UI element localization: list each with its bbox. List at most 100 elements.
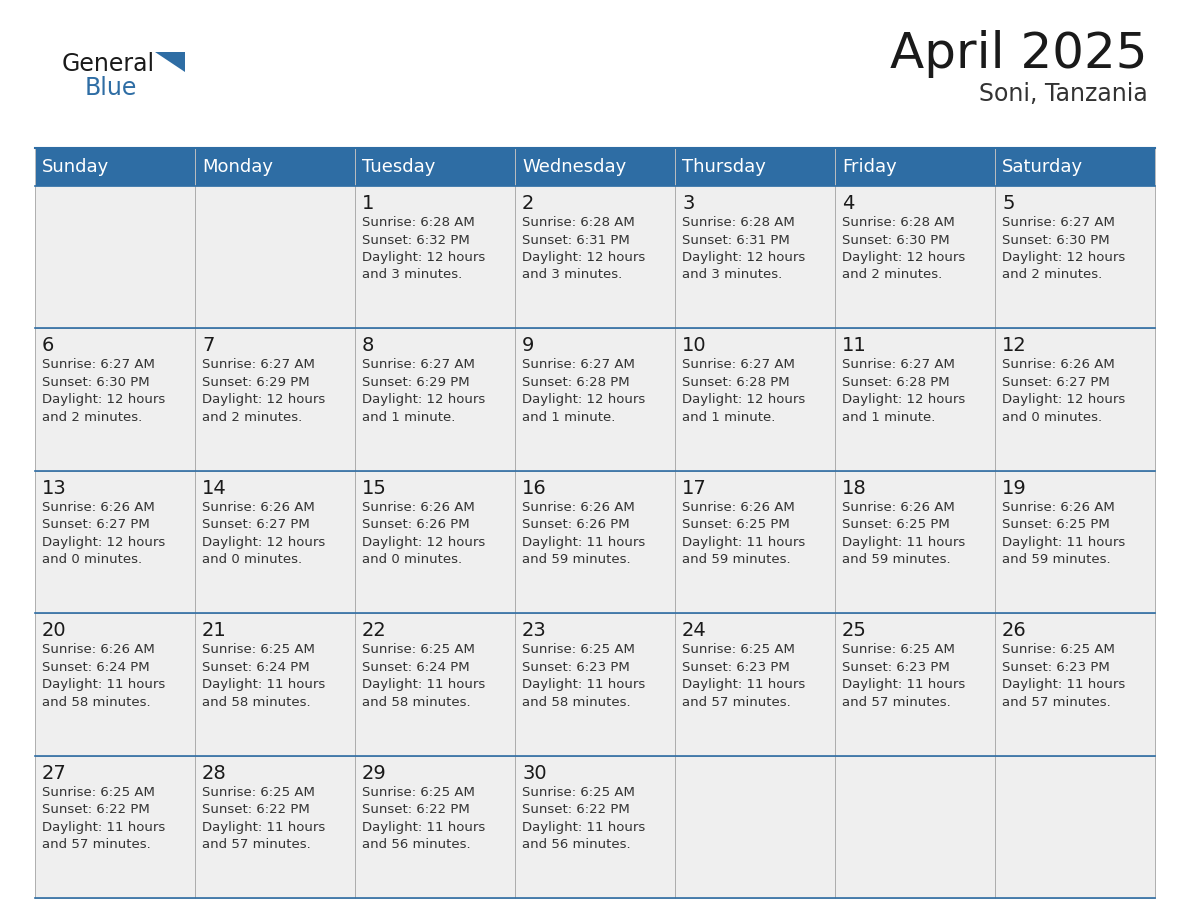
Text: 16: 16	[522, 479, 546, 498]
Bar	[195, 148, 355, 186]
Text: Sunrise: 6:25 AM
Sunset: 6:22 PM
Daylight: 11 hours
and 56 minutes.: Sunrise: 6:25 AM Sunset: 6:22 PM Dayligh…	[522, 786, 645, 851]
Bar	[195, 329, 355, 471]
Bar	[355, 186, 516, 329]
Text: Sunrise: 6:25 AM
Sunset: 6:22 PM
Daylight: 11 hours
and 57 minutes.: Sunrise: 6:25 AM Sunset: 6:22 PM Dayligh…	[42, 786, 165, 851]
Text: 29: 29	[362, 764, 387, 783]
Text: 11: 11	[842, 336, 867, 355]
Text: Sunrise: 6:25 AM
Sunset: 6:23 PM
Daylight: 11 hours
and 58 minutes.: Sunrise: 6:25 AM Sunset: 6:23 PM Dayligh…	[522, 644, 645, 709]
Text: Sunrise: 6:26 AM
Sunset: 6:24 PM
Daylight: 11 hours
and 58 minutes.: Sunrise: 6:26 AM Sunset: 6:24 PM Dayligh…	[42, 644, 165, 709]
Text: 8: 8	[362, 336, 374, 355]
Text: Saturday: Saturday	[1001, 158, 1083, 176]
Text: Sunrise: 6:28 AM
Sunset: 6:30 PM
Daylight: 12 hours
and 2 minutes.: Sunrise: 6:28 AM Sunset: 6:30 PM Dayligh…	[842, 216, 965, 282]
Polygon shape	[154, 52, 185, 72]
Bar	[34, 148, 195, 186]
Bar	[675, 329, 835, 471]
Text: 9: 9	[522, 336, 535, 355]
Text: Sunrise: 6:26 AM
Sunset: 6:27 PM
Daylight: 12 hours
and 0 minutes.: Sunrise: 6:26 AM Sunset: 6:27 PM Dayligh…	[42, 501, 165, 566]
Text: Sunrise: 6:25 AM
Sunset: 6:23 PM
Daylight: 11 hours
and 57 minutes.: Sunrise: 6:25 AM Sunset: 6:23 PM Dayligh…	[1001, 644, 1125, 709]
Bar	[996, 329, 1155, 471]
Bar	[996, 148, 1155, 186]
Text: Sunrise: 6:26 AM
Sunset: 6:27 PM
Daylight: 12 hours
and 0 minutes.: Sunrise: 6:26 AM Sunset: 6:27 PM Dayligh…	[1001, 358, 1125, 424]
Text: Tuesday: Tuesday	[362, 158, 435, 176]
Bar	[996, 186, 1155, 329]
Bar	[516, 329, 675, 471]
Text: 1: 1	[362, 194, 374, 213]
Bar	[675, 186, 835, 329]
Text: Sunrise: 6:26 AM
Sunset: 6:27 PM
Daylight: 12 hours
and 0 minutes.: Sunrise: 6:26 AM Sunset: 6:27 PM Dayligh…	[202, 501, 326, 566]
Text: 23: 23	[522, 621, 546, 640]
Text: 22: 22	[362, 621, 387, 640]
Text: General: General	[62, 52, 156, 76]
Text: 3: 3	[682, 194, 694, 213]
Text: 27: 27	[42, 764, 67, 783]
Text: 4: 4	[842, 194, 854, 213]
Bar	[675, 613, 835, 756]
Text: 21: 21	[202, 621, 227, 640]
Text: 10: 10	[682, 336, 707, 355]
Text: 20: 20	[42, 621, 67, 640]
Bar	[355, 148, 516, 186]
Bar	[516, 186, 675, 329]
Bar	[34, 186, 195, 329]
Text: 12: 12	[1001, 336, 1026, 355]
Text: Sunrise: 6:27 AM
Sunset: 6:28 PM
Daylight: 12 hours
and 1 minute.: Sunrise: 6:27 AM Sunset: 6:28 PM Dayligh…	[842, 358, 965, 424]
Bar	[835, 471, 996, 613]
Text: Sunrise: 6:28 AM
Sunset: 6:31 PM
Daylight: 12 hours
and 3 minutes.: Sunrise: 6:28 AM Sunset: 6:31 PM Dayligh…	[682, 216, 805, 282]
Bar	[195, 756, 355, 898]
Bar	[34, 329, 195, 471]
Text: 19: 19	[1001, 479, 1026, 498]
Text: 7: 7	[202, 336, 214, 355]
Text: Sunrise: 6:28 AM
Sunset: 6:32 PM
Daylight: 12 hours
and 3 minutes.: Sunrise: 6:28 AM Sunset: 6:32 PM Dayligh…	[362, 216, 485, 282]
Bar	[195, 186, 355, 329]
Bar	[34, 613, 195, 756]
Bar	[675, 471, 835, 613]
Text: 28: 28	[202, 764, 227, 783]
Text: Sunrise: 6:25 AM
Sunset: 6:24 PM
Daylight: 11 hours
and 58 minutes.: Sunrise: 6:25 AM Sunset: 6:24 PM Dayligh…	[202, 644, 326, 709]
Bar	[835, 756, 996, 898]
Bar	[996, 756, 1155, 898]
Text: 26: 26	[1001, 621, 1026, 640]
Bar	[835, 148, 996, 186]
Text: Sunrise: 6:26 AM
Sunset: 6:25 PM
Daylight: 11 hours
and 59 minutes.: Sunrise: 6:26 AM Sunset: 6:25 PM Dayligh…	[842, 501, 965, 566]
Text: 25: 25	[842, 621, 867, 640]
Text: 2: 2	[522, 194, 535, 213]
Bar	[355, 756, 516, 898]
Bar	[516, 613, 675, 756]
Text: 6: 6	[42, 336, 55, 355]
Bar	[835, 329, 996, 471]
Text: Friday: Friday	[842, 158, 897, 176]
Bar	[675, 756, 835, 898]
Text: Monday: Monday	[202, 158, 273, 176]
Text: 13: 13	[42, 479, 67, 498]
Text: Sunrise: 6:26 AM
Sunset: 6:26 PM
Daylight: 11 hours
and 59 minutes.: Sunrise: 6:26 AM Sunset: 6:26 PM Dayligh…	[522, 501, 645, 566]
Bar	[516, 756, 675, 898]
Bar	[835, 613, 996, 756]
Text: 30: 30	[522, 764, 546, 783]
Text: Sunrise: 6:25 AM
Sunset: 6:22 PM
Daylight: 11 hours
and 57 minutes.: Sunrise: 6:25 AM Sunset: 6:22 PM Dayligh…	[202, 786, 326, 851]
Text: Blue: Blue	[86, 76, 138, 100]
Bar	[34, 756, 195, 898]
Text: 18: 18	[842, 479, 867, 498]
Text: Soni, Tanzania: Soni, Tanzania	[979, 82, 1148, 106]
Text: 14: 14	[202, 479, 227, 498]
Bar	[195, 613, 355, 756]
Text: Sunrise: 6:28 AM
Sunset: 6:31 PM
Daylight: 12 hours
and 3 minutes.: Sunrise: 6:28 AM Sunset: 6:31 PM Dayligh…	[522, 216, 645, 282]
Bar	[835, 186, 996, 329]
Bar	[675, 148, 835, 186]
Text: Sunrise: 6:26 AM
Sunset: 6:26 PM
Daylight: 12 hours
and 0 minutes.: Sunrise: 6:26 AM Sunset: 6:26 PM Dayligh…	[362, 501, 485, 566]
Text: 17: 17	[682, 479, 707, 498]
Bar	[996, 613, 1155, 756]
Text: 15: 15	[362, 479, 387, 498]
Text: Sunrise: 6:27 AM
Sunset: 6:30 PM
Daylight: 12 hours
and 2 minutes.: Sunrise: 6:27 AM Sunset: 6:30 PM Dayligh…	[42, 358, 165, 424]
Bar	[516, 471, 675, 613]
Text: Wednesday: Wednesday	[522, 158, 626, 176]
Bar	[195, 471, 355, 613]
Bar	[34, 471, 195, 613]
Text: Sunrise: 6:26 AM
Sunset: 6:25 PM
Daylight: 11 hours
and 59 minutes.: Sunrise: 6:26 AM Sunset: 6:25 PM Dayligh…	[682, 501, 805, 566]
Text: Thursday: Thursday	[682, 158, 766, 176]
Text: Sunrise: 6:26 AM
Sunset: 6:25 PM
Daylight: 11 hours
and 59 minutes.: Sunrise: 6:26 AM Sunset: 6:25 PM Dayligh…	[1001, 501, 1125, 566]
Bar	[355, 471, 516, 613]
Bar	[996, 471, 1155, 613]
Text: Sunrise: 6:27 AM
Sunset: 6:29 PM
Daylight: 12 hours
and 1 minute.: Sunrise: 6:27 AM Sunset: 6:29 PM Dayligh…	[362, 358, 485, 424]
Text: 24: 24	[682, 621, 707, 640]
